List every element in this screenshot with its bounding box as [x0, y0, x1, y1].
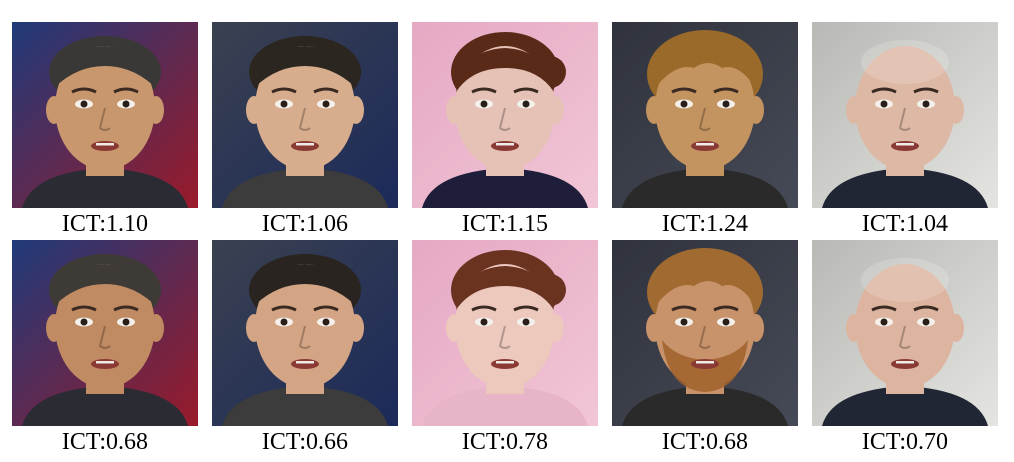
- face-illustration: [12, 22, 198, 208]
- ict-score-caption: ICT:1.06: [261, 211, 349, 237]
- ict-score-caption: ICT:0.78: [461, 429, 549, 455]
- ict-score-caption: ICT:1.10: [61, 211, 149, 237]
- face-illustration: [412, 240, 598, 426]
- source-face-image: [412, 22, 598, 208]
- face-illustration: [612, 22, 798, 208]
- ict-score-caption: ICT:1.24: [661, 211, 749, 237]
- source-face-image: [12, 22, 198, 208]
- ict-score-caption: ICT:1.15: [461, 211, 549, 237]
- source-face-image: [812, 22, 998, 208]
- face-illustration: [212, 240, 398, 426]
- swapped-face-image: [412, 240, 598, 426]
- ict-score-caption: ICT:0.68: [661, 429, 749, 455]
- swapped-face-image: [812, 240, 998, 426]
- swapped-face-image: [12, 240, 198, 426]
- face-illustration: [412, 22, 598, 208]
- face-illustration: [212, 22, 398, 208]
- ict-score-caption: ICT:0.68: [61, 429, 149, 455]
- swapped-face-image: [612, 240, 798, 426]
- face-illustration: [612, 240, 798, 426]
- ict-score-caption: ICT:0.66: [261, 429, 349, 455]
- face-illustration: [812, 240, 998, 426]
- face-illustration: [812, 22, 998, 208]
- face-illustration: [12, 240, 198, 426]
- source-face-image: [212, 22, 398, 208]
- source-face-image: [612, 22, 798, 208]
- swapped-face-image: [212, 240, 398, 426]
- ict-score-caption: ICT:0.70: [861, 429, 949, 455]
- ict-score-caption: ICT:1.04: [861, 211, 949, 237]
